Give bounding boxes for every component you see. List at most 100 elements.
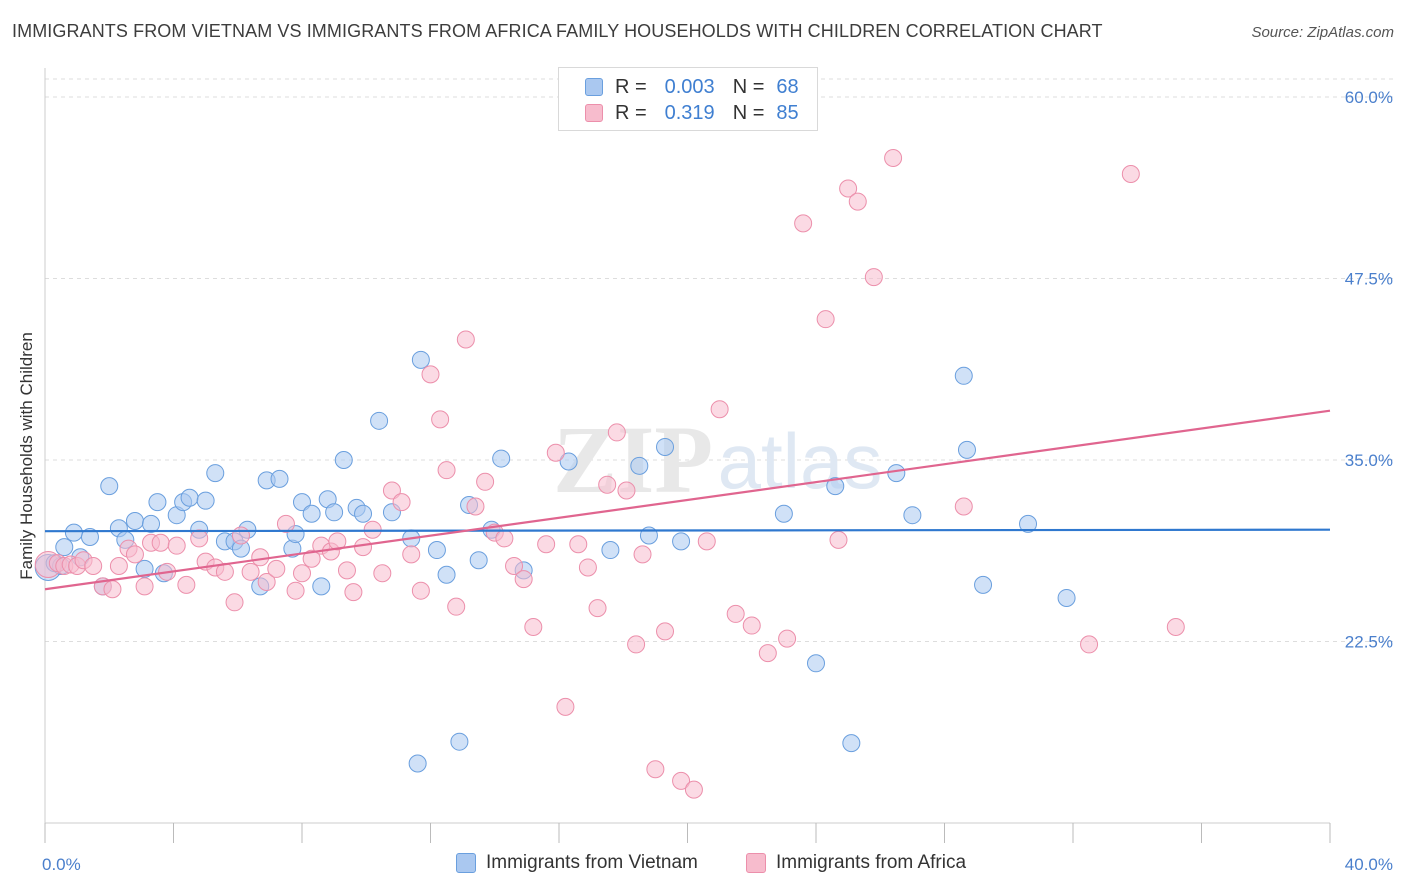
- point-africa: [646, 760, 665, 779]
- axes: [44, 68, 1331, 843]
- point-vietnam: [1019, 514, 1038, 533]
- legend-r-label: R =: [615, 75, 647, 98]
- point-africa: [758, 644, 777, 663]
- point-africa: [167, 536, 186, 555]
- point-vietnam: [411, 350, 430, 369]
- legend-swatch-africa: [585, 104, 603, 122]
- point-vietnam: [206, 464, 225, 483]
- point-africa: [151, 533, 170, 552]
- point-africa: [726, 604, 745, 623]
- point-vietnam: [55, 538, 74, 557]
- point-vietnam: [469, 551, 488, 570]
- point-vietnam: [1057, 588, 1076, 607]
- bottom-legend-swatch-africa: [746, 853, 766, 873]
- point-africa: [656, 622, 675, 641]
- point-africa: [251, 548, 270, 567]
- point-vietnam: [312, 577, 331, 596]
- point-africa: [617, 481, 636, 500]
- point-vietnam: [807, 654, 825, 673]
- point-africa: [373, 564, 392, 583]
- point-africa: [466, 497, 485, 516]
- point-africa: [514, 570, 533, 589]
- trend-line-africa: [44, 409, 1331, 591]
- point-vietnam: [408, 754, 427, 773]
- x-tick-label: 0.0%: [42, 855, 81, 874]
- point-africa: [710, 400, 729, 419]
- point-africa: [190, 529, 209, 548]
- trend-line-vietnam: [44, 528, 1331, 533]
- point-vietnam: [370, 411, 389, 430]
- point-vietnam: [450, 732, 469, 751]
- point-vietnam: [325, 503, 344, 522]
- point-africa: [302, 549, 321, 568]
- watermark: ZIP atlas: [553, 406, 882, 513]
- point-africa: [411, 581, 430, 600]
- tick-labels: 22.5% 35.0% 47.5% 60.0% 0.0% 40.0%: [42, 88, 1393, 874]
- legend-r-value: 0.319: [664, 101, 715, 124]
- legend-row-africa: R = 0.319 N = 85: [585, 101, 799, 125]
- point-vietnam: [903, 506, 922, 525]
- bottom-legend-label-vietnam: Immigrants from Vietnam: [486, 852, 698, 873]
- chart-title: IMMIGRANTS FROM VIETNAM VS IMMIGRANTS FR…: [12, 21, 1103, 41]
- point-africa: [431, 410, 450, 429]
- point-africa: [569, 535, 588, 554]
- point-africa: [627, 635, 646, 654]
- grid: [45, 78, 1395, 643]
- legend-n-value: 68: [776, 75, 799, 98]
- point-africa: [344, 583, 363, 602]
- point-africa: [135, 577, 154, 596]
- point-africa: [103, 580, 122, 599]
- point-africa: [257, 572, 276, 591]
- point-africa: [839, 179, 858, 198]
- point-africa: [421, 365, 440, 384]
- point-africa: [109, 557, 128, 576]
- series-vietnam: [34, 350, 1076, 773]
- point-vietnam: [64, 523, 83, 542]
- legend-n-label: N =: [732, 75, 765, 98]
- point-africa: [598, 475, 617, 494]
- point-vietnam: [180, 488, 199, 507]
- point-vietnam: [656, 437, 675, 456]
- point-africa: [848, 192, 867, 211]
- y-tick-label: 60.0%: [1345, 88, 1393, 107]
- watermark-atlas: atlas: [718, 417, 883, 505]
- point-africa: [537, 535, 556, 554]
- bottom-legend-vietnam: Immigrants from Vietnam: [456, 852, 698, 874]
- point-africa: [286, 581, 305, 600]
- point-africa: [588, 599, 607, 618]
- point-africa: [864, 268, 883, 287]
- point-vietnam: [354, 504, 373, 523]
- point-vietnam: [492, 449, 511, 468]
- point-africa: [794, 214, 813, 233]
- point-vietnam: [974, 575, 993, 594]
- point-vietnam: [957, 440, 976, 459]
- legend-row-vietnam: R = 0.003 N = 68: [585, 75, 799, 99]
- point-vietnam: [302, 504, 321, 523]
- bottom-legend-africa: Immigrants from Africa: [746, 852, 966, 874]
- point-africa: [884, 149, 903, 168]
- point-vietnam: [270, 469, 289, 488]
- point-africa: [225, 593, 244, 612]
- point-africa: [267, 559, 286, 578]
- point-africa: [495, 529, 514, 548]
- y-tick-label: 22.5%: [1345, 633, 1393, 652]
- point-vietnam: [80, 527, 99, 546]
- legend-r-value: 0.003: [664, 75, 715, 98]
- source-label: Source: ZipAtlas.com: [1251, 24, 1394, 41]
- point-africa: [293, 564, 311, 583]
- point-vietnam: [887, 464, 906, 483]
- point-africa: [546, 443, 565, 462]
- point-vietnam: [842, 734, 861, 753]
- point-africa: [125, 545, 144, 564]
- point-africa: [177, 575, 196, 594]
- point-africa: [392, 493, 411, 512]
- point-vietnam: [148, 493, 167, 512]
- point-africa: [241, 562, 260, 581]
- point-africa: [382, 481, 401, 500]
- trend-lines: [44, 409, 1331, 591]
- point-africa: [354, 538, 373, 557]
- point-vietnam: [100, 477, 119, 496]
- point-vietnam: [601, 541, 620, 560]
- point-africa: [607, 423, 626, 442]
